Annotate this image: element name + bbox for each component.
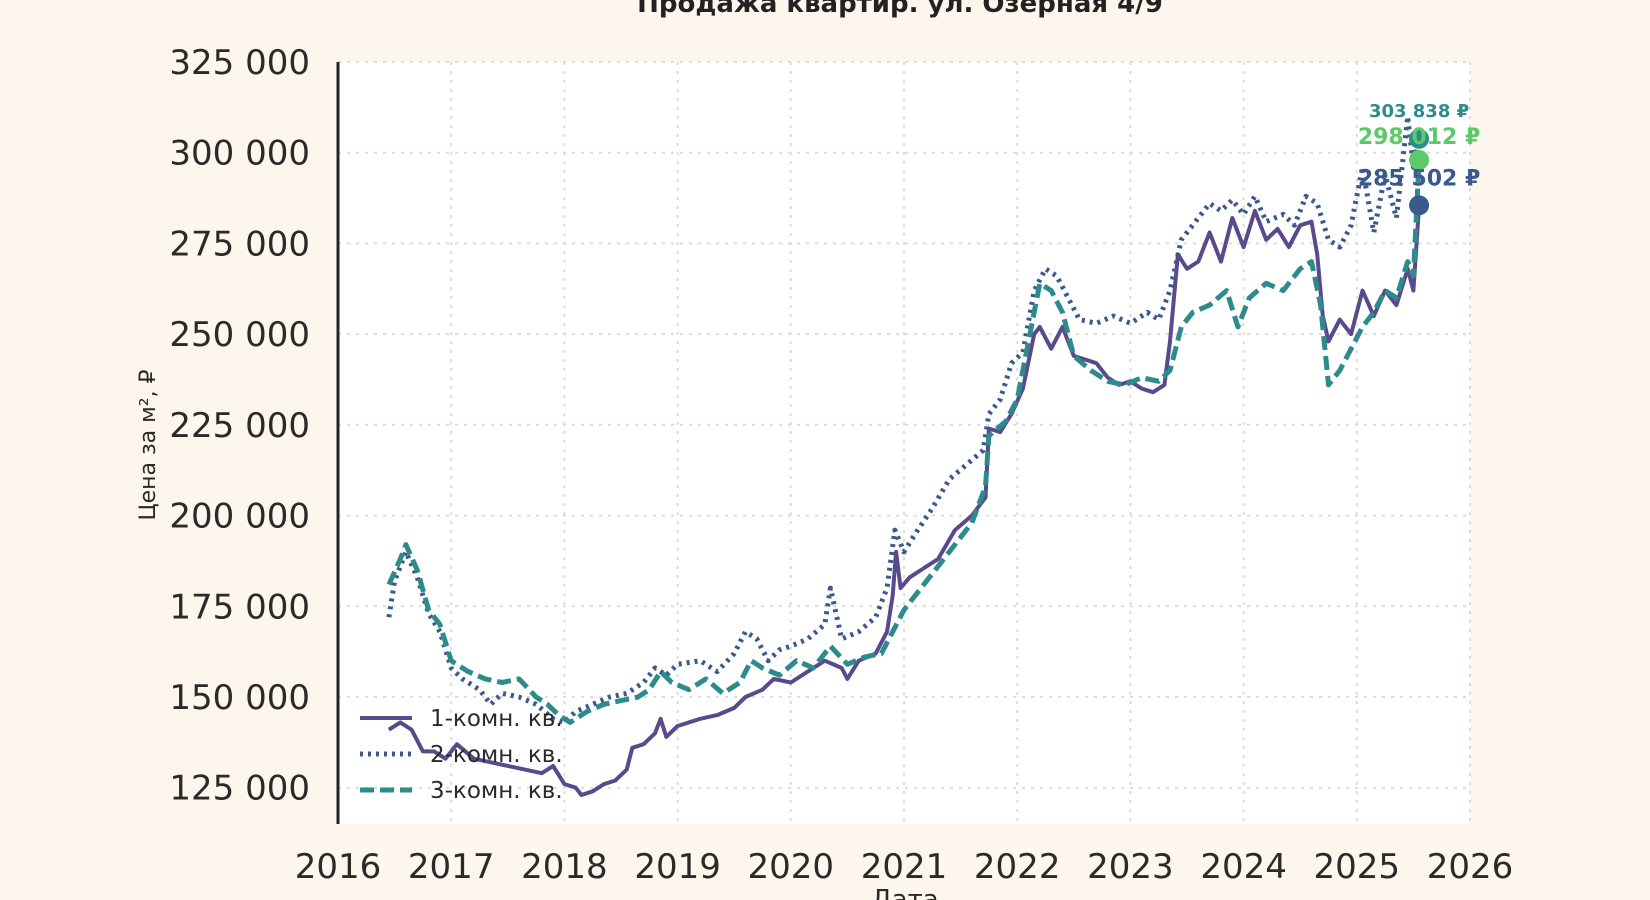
series-line-2 [386,113,1422,725]
x-tick-label: 2022 [974,847,1061,887]
x-tick-label: 2024 [1200,847,1287,887]
y-tick-label: 275 000 [169,224,310,264]
end-marker-dot [1409,149,1430,170]
legend-label: 3-комн. кв. [430,778,563,804]
end-marker-label: 298 012 ₽ [1358,125,1480,150]
y-axis-ticks: 325 000 300 000 275 000 250 000 225 000 200 0… [169,43,310,809]
x-tick-label: 2017 [408,847,495,887]
x-tick-label: 2021 [861,847,948,887]
y-tick-label: 325 000 [169,43,310,83]
y-tick-label: 225 000 [169,406,310,446]
legend: 1-комн. кв. 2-комн. кв. 3-комн. кв. [360,706,563,804]
y-tick-label: 300 000 [169,134,310,174]
legend-label: 2-комн. кв. [430,742,563,768]
y-tick-label: 250 000 [169,315,310,355]
x-tick-label: 2020 [748,847,835,887]
x-tick-label: 2018 [521,847,608,887]
end-marker-dot [1409,195,1430,216]
x-axis-label: Дата [871,885,938,900]
end-marker-label: 285 502 ₽ [1358,166,1480,191]
end-markers: 303 838 ₽ 298 012 ₽ 285 502 ₽ [1358,101,1480,216]
y-tick-label: 125 000 [169,769,310,809]
y-tick-label: 200 000 [169,497,310,537]
x-tick-label: 2016 [295,847,382,887]
end-marker-dot [1409,128,1430,149]
x-tick-label: 2026 [1427,847,1514,887]
x-tick-label: 2023 [1087,847,1174,887]
series-layer [386,113,1422,797]
legend-label: 1-комн. кв. [430,706,563,732]
x-axis-ticks: 2016 2017 2018 2019 2020 2021 2022 2023 2024 2025… [295,847,1514,887]
y-axis-label: Цена за м², ₽ [136,369,161,520]
series-line-1 [387,205,1422,797]
x-tick-label: 2025 [1314,847,1401,887]
series-line-3 [386,159,1422,725]
chart-title: Продажа квартир. ул. Озерная 4/9 [637,0,1163,19]
y-tick-label: 175 000 [169,587,310,627]
y-tick-label: 150 000 [169,678,310,718]
end-marker-label: 303 838 ₽ [1369,101,1469,122]
x-tick-label: 2019 [634,847,721,887]
